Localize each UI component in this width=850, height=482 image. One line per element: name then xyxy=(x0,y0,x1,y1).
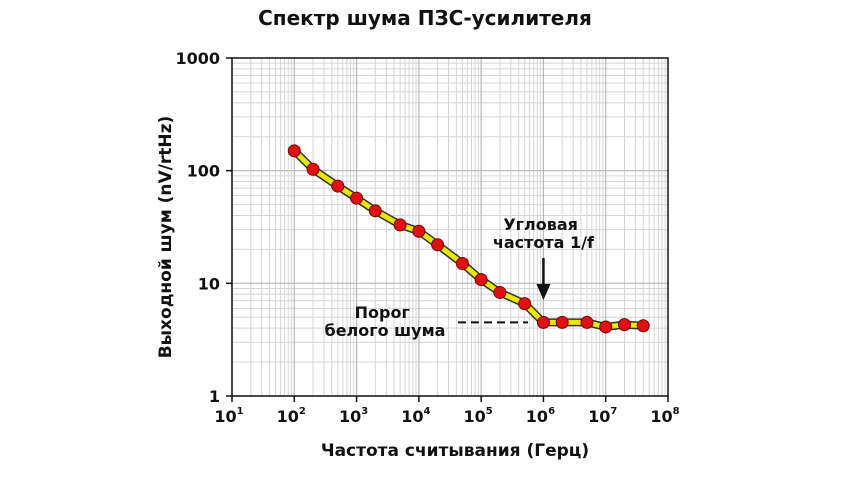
y-tick-label: 10 xyxy=(198,274,220,293)
series-layer xyxy=(287,144,650,334)
corner-frequency-arrow-head xyxy=(536,284,551,300)
corner-frequency-line-2: частота 1/f xyxy=(493,233,595,252)
x-tick-exponent: 1 xyxy=(237,406,244,417)
x-tick-exponent: 8 xyxy=(673,406,680,417)
x-tick-label: 106 xyxy=(526,406,555,426)
x-tick-base: 10 xyxy=(650,407,672,426)
plot-frame xyxy=(231,57,669,397)
corner-frequency-line-1: Угловая xyxy=(503,215,578,234)
data-point xyxy=(287,144,301,158)
x-tick-exponent: 7 xyxy=(610,406,617,417)
x-tick-label: 101 xyxy=(214,406,243,426)
grid-minor xyxy=(232,58,668,396)
annotations: Угловая частота 1/f Порог белого шума xyxy=(325,215,595,340)
x-tick-base: 10 xyxy=(277,407,299,426)
data-point xyxy=(306,162,320,176)
x-tick-labels: 101 102 103 104 105 106 107 108 xyxy=(214,396,680,426)
data-point xyxy=(412,224,426,238)
y-tick-label: 100 xyxy=(187,162,220,181)
white-noise-floor-line-2: белого шума xyxy=(325,321,446,340)
x-tick-label: 108 xyxy=(650,406,679,426)
x-tick-base: 10 xyxy=(464,407,486,426)
data-point xyxy=(599,320,613,334)
data-point xyxy=(393,218,407,232)
x-tick-exponent: 5 xyxy=(486,406,493,417)
chart-title: Спектр шума ПЗС-усилителя xyxy=(258,6,592,30)
x-tick-base: 10 xyxy=(339,407,361,426)
x-tick-exponent: 4 xyxy=(424,406,431,417)
y-tick-label: 1000 xyxy=(175,49,220,68)
data-point xyxy=(636,319,650,333)
x-axis-label: Частота считывания (Герц) xyxy=(321,441,589,461)
data-point xyxy=(580,315,594,329)
white-noise-floor-line-1: Порог xyxy=(355,303,410,322)
data-point xyxy=(493,285,507,299)
white-noise-floor-annotation: Порог белого шума xyxy=(325,303,446,340)
data-point xyxy=(455,256,469,270)
data-point xyxy=(368,204,382,218)
x-tick-base: 10 xyxy=(214,407,236,426)
data-point xyxy=(331,179,345,193)
x-tick-label: 103 xyxy=(339,406,368,426)
data-point xyxy=(518,297,532,311)
y-tick-labels: 1 10 100 1000 xyxy=(175,49,232,406)
data-point xyxy=(431,238,445,252)
data-point xyxy=(617,318,631,332)
y-axis-label: Выходной шум (nV/rtHz) xyxy=(156,116,176,359)
data-point xyxy=(350,191,364,205)
x-tick-label: 105 xyxy=(464,406,493,426)
x-tick-exponent: 6 xyxy=(548,406,555,417)
data-point xyxy=(555,315,569,329)
x-tick-label: 107 xyxy=(588,406,617,426)
x-tick-base: 10 xyxy=(401,407,423,426)
data-point xyxy=(536,315,550,329)
x-tick-base: 10 xyxy=(588,407,610,426)
x-tick-label: 102 xyxy=(277,406,306,426)
x-tick-exponent: 2 xyxy=(299,406,306,417)
y-tick-label: 1 xyxy=(209,387,220,406)
x-tick-label: 104 xyxy=(401,406,430,426)
data-point xyxy=(474,273,488,287)
x-tick-base: 10 xyxy=(526,407,548,426)
corner-frequency-annotation: Угловая частота 1/f xyxy=(493,215,595,252)
x-tick-exponent: 3 xyxy=(361,406,368,417)
